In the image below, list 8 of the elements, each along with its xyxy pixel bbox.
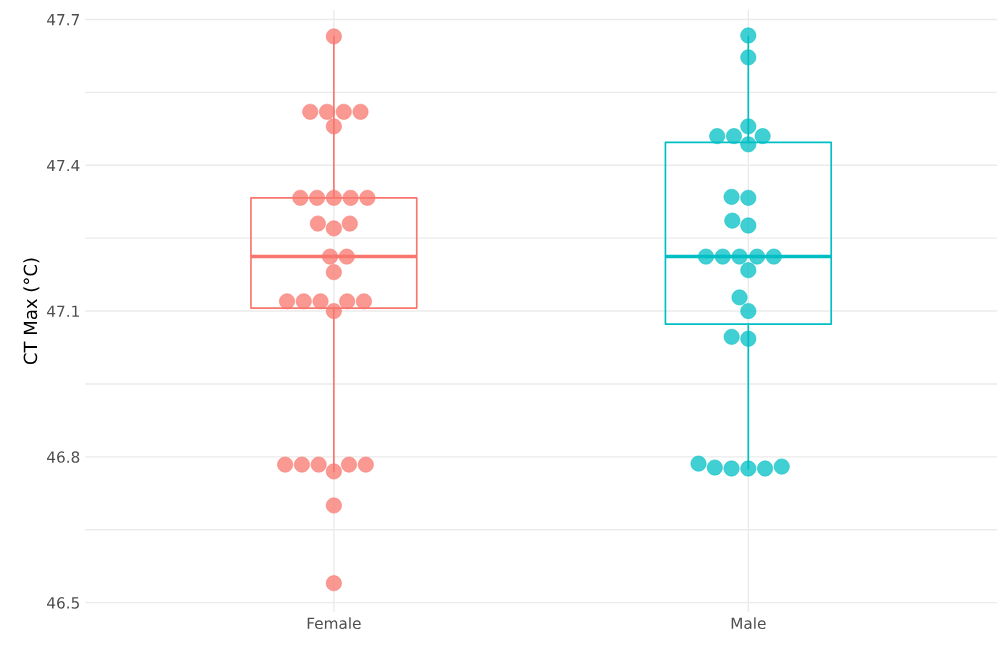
x-tick-label: Male <box>731 617 766 630</box>
y-tick-label: 47.1 <box>47 305 79 317</box>
y-tick-label: 47.4 <box>47 159 80 172</box>
x-tick-label: Female <box>307 617 361 630</box>
y-tick-label: 46.8 <box>47 451 80 463</box>
y-tick-label: 47.7 <box>47 14 79 26</box>
y-tick-label: 46.5 <box>47 597 79 609</box>
y-axis-title: CT Max (°C) <box>23 258 40 365</box>
